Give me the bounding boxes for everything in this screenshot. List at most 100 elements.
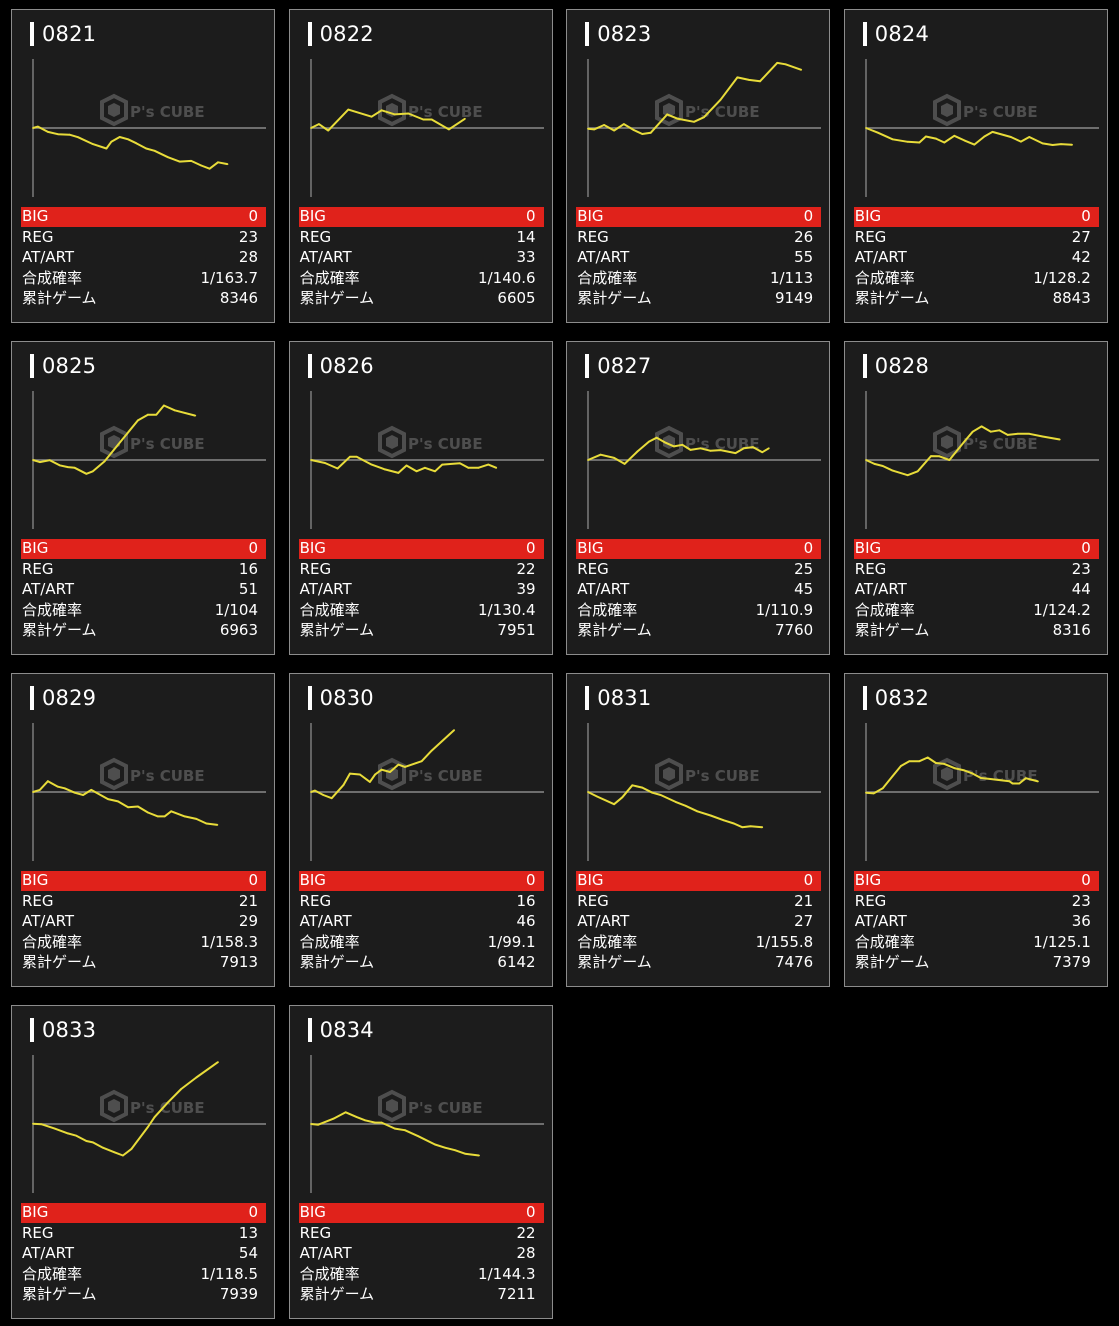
stat-value: 0 xyxy=(1081,539,1091,557)
data-point xyxy=(593,128,596,131)
stat-label: BIG xyxy=(299,1203,326,1221)
data-point xyxy=(145,147,148,150)
data-point xyxy=(405,464,408,467)
machine-card[interactable]: 0829 P's CUBE BIG 0 REG 21 AT/ART 29 合成確率 1/158.3… xyxy=(11,673,275,987)
slump-line xyxy=(32,780,218,826)
stat-value: 0 xyxy=(526,207,536,225)
stat-label: 合成確率 xyxy=(299,1264,360,1283)
stats-table: BIG 0 REG 14 AT/ART 33 合成確率 1/140.6 累計ゲーム 6605 xyxy=(298,207,544,309)
data-point xyxy=(899,765,902,767)
svg-text:P's CUBE: P's CUBE xyxy=(963,103,1038,121)
machine-number: 0831 xyxy=(597,686,652,710)
at-art-row: AT/ART 28 xyxy=(21,247,266,268)
stat-value: 1/110.9 xyxy=(755,600,814,619)
pscube-watermark-logo: P's CUBE xyxy=(932,757,1037,791)
stats-table: BIG 0 REG 23 AT/ART 28 合成確率 1/163.7 累計ゲーム 8346 xyxy=(21,207,266,309)
reg-row: REG 22 xyxy=(299,559,544,580)
stat-value: 27 xyxy=(1071,227,1091,246)
data-point xyxy=(458,462,461,465)
data-point xyxy=(416,1135,419,1138)
stat-label: BIG xyxy=(299,207,326,225)
data-point xyxy=(117,800,119,803)
data-point xyxy=(82,794,84,796)
data-point xyxy=(153,149,156,152)
machine-number: 0824 xyxy=(874,22,930,46)
at-art-row: AT/ART 27 xyxy=(576,911,821,932)
data-point xyxy=(226,163,229,166)
stat-value: 6605 xyxy=(497,289,536,307)
machine-card[interactable]: 0826 P's CUBE BIG 0 REG 22 AT/ART 39 合成確率 1/130.4… xyxy=(288,341,553,655)
slump-line xyxy=(310,455,497,474)
data-point xyxy=(122,1154,124,1157)
machine-number: 0826 xyxy=(319,354,374,378)
stat-label: AT/ART xyxy=(22,912,75,930)
stat-value: 0 xyxy=(248,871,258,889)
machine-card[interactable]: 0832 P's CUBE BIG 0 REG 23 AT/ART 36 合成確率 1/125.1… xyxy=(843,673,1108,987)
stat-label: 累計ゲーム xyxy=(299,621,375,639)
stat-label: 累計ゲーム xyxy=(299,1285,375,1303)
stat-value: 16 xyxy=(238,559,258,578)
machine-number: 0825 xyxy=(42,354,97,378)
at-art-row: AT/ART 54 xyxy=(21,1243,266,1264)
stat-value: 6963 xyxy=(219,621,258,639)
stat-value: 22 xyxy=(516,559,536,578)
data-point xyxy=(322,794,324,796)
data-point xyxy=(1051,144,1054,146)
stat-value: 7379 xyxy=(1052,953,1091,971)
machine-card[interactable]: 0834 P's CUBE BIG 0 REG 22 AT/ART 28 合成確率 1/144.3… xyxy=(288,1005,553,1319)
data-point xyxy=(67,1132,69,1135)
stat-value: 21 xyxy=(238,891,258,910)
title-accent-bar xyxy=(307,22,312,46)
total-games-row: 累計ゲーム 8346 xyxy=(21,288,266,309)
svg-text:P's CUBE: P's CUBE xyxy=(408,1099,483,1117)
stat-label: AT/ART xyxy=(854,580,907,598)
data-point xyxy=(1018,782,1020,785)
reg-row: REG 22 xyxy=(299,1223,544,1244)
stat-label: 累計ゲーム xyxy=(854,289,930,307)
stat-label: REG xyxy=(22,559,54,578)
machine-card[interactable]: 0825 P's CUBE BIG 0 REG 16 AT/ART 51 合成確率 1/104 累計… xyxy=(11,341,275,655)
machine-card[interactable]: 0824 P's CUBE BIG 0 REG 27 AT/ART 42 合成確率 1/128.2… xyxy=(843,9,1108,323)
data-point xyxy=(195,818,198,820)
data-point xyxy=(195,1076,198,1079)
data-point xyxy=(693,120,696,123)
data-point xyxy=(105,147,108,150)
data-point xyxy=(784,63,787,66)
slump-graph xyxy=(32,723,266,861)
stat-value: 1/113 xyxy=(769,268,814,287)
pscube-watermark-logo: P's CUBE xyxy=(100,757,205,791)
machine-card[interactable]: 0833 P's CUBE BIG 0 REG 13 AT/ART 54 合成確率 1/118.5… xyxy=(11,1005,275,1319)
data-point xyxy=(924,135,927,138)
slump-graph xyxy=(587,391,822,529)
stat-value: 23 xyxy=(1071,891,1091,910)
machine-card[interactable]: 0822 P's CUBE BIG 0 REG 14 AT/ART 33 合成確率 1/140.6… xyxy=(288,9,553,323)
data-point xyxy=(216,823,219,826)
stat-value: 0 xyxy=(526,1203,536,1221)
data-point xyxy=(676,117,679,120)
data-point xyxy=(641,786,644,789)
stat-label: REG xyxy=(22,891,54,910)
machine-card[interactable]: 0828 P's CUBE BIG 0 REG 23 AT/ART 44 合成確率 1/124.2… xyxy=(843,341,1108,655)
machine-card[interactable]: 0831 P's CUBE BIG 0 REG 21 AT/ART 27 合成確率 1/155.8… xyxy=(566,673,831,987)
data-point xyxy=(330,797,333,800)
machine-card[interactable]: 0827 P's CUBE BIG 0 REG 25 AT/ART 45 合成確率 1/110.9… xyxy=(566,341,831,655)
stat-value: 54 xyxy=(238,1244,258,1262)
data-point xyxy=(1036,780,1039,783)
machine-card[interactable]: 0830 P's CUBE BIG 0 REG 16 AT/ART 46 合成確率 1/99.1 累… xyxy=(288,673,553,987)
title-accent-bar xyxy=(862,686,867,710)
data-point xyxy=(163,404,165,407)
machine-card[interactable]: 0823 P's CUBE BIG 0 REG 26 AT/ART 55 合成確率 1/113 累計… xyxy=(566,9,831,323)
stat-label: 累計ゲーム xyxy=(22,1285,97,1303)
data-point xyxy=(205,822,208,825)
stat-value: 14 xyxy=(516,227,536,246)
data-point xyxy=(1016,432,1019,435)
data-point xyxy=(613,803,616,806)
data-point xyxy=(440,463,443,466)
data-point xyxy=(963,440,966,443)
machine-card[interactable]: 0821 P's CUBE BIG 0 REG 23 AT/ART 28 合成確率 1/163.7… xyxy=(11,9,275,323)
data-point xyxy=(983,135,986,138)
big-row: BIG 0 xyxy=(21,871,266,891)
data-point xyxy=(383,468,386,471)
stats-table: BIG 0 REG 22 AT/ART 28 合成確率 1/144.3 累計ゲーム 7211 xyxy=(298,1203,544,1305)
data-point xyxy=(403,766,406,768)
